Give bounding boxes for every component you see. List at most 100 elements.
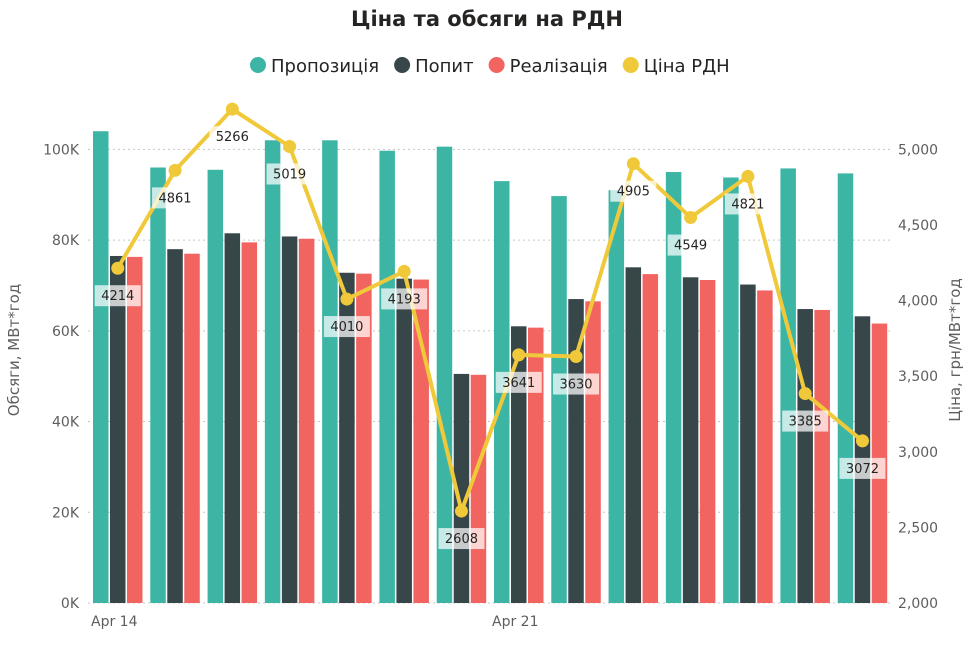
gridlines	[88, 148, 890, 604]
price-label-text: 4214	[101, 289, 134, 304]
price-label-text: 5266	[216, 130, 249, 145]
price-label-text: 4010	[330, 320, 363, 335]
price-label-text: 3630	[559, 378, 592, 393]
legend-item: Попит	[394, 56, 474, 77]
legend-label: Реалізація	[510, 56, 608, 77]
price-point	[626, 157, 640, 171]
right-axis-title: Ціна, грн/МВт*год	[946, 278, 964, 422]
bar-supply	[150, 167, 166, 603]
legend-item: Реалізація	[488, 56, 608, 77]
price-label: 3641	[495, 371, 542, 393]
price-label-background	[782, 410, 829, 432]
price-label-text: 3385	[789, 415, 822, 430]
price-label-text: 4193	[388, 292, 421, 307]
right-tick-label: 3,500	[898, 369, 938, 385]
price-data-labels: 4214 4861 5266 5019 4010 4193 2608 3641 3630 4905…	[94, 126, 886, 550]
left-tick-label: 80K	[52, 233, 80, 249]
price-label: 4214	[94, 285, 141, 307]
price-label-background	[724, 193, 771, 215]
price-label-background	[94, 285, 141, 307]
price-label: 4905	[610, 180, 657, 202]
bar-sales	[642, 274, 659, 603]
bar-sales	[356, 273, 372, 603]
right-tick-label: 2,000	[898, 596, 938, 612]
right-tick-label: 4,500	[898, 218, 938, 234]
price-point	[798, 387, 812, 401]
price-point	[454, 504, 468, 518]
price-label-background	[209, 126, 256, 148]
bar-sales	[241, 242, 258, 604]
legend-swatch	[250, 57, 266, 73]
price-label-text: 4861	[158, 191, 191, 206]
bar-demand	[281, 236, 298, 603]
price-label: 2608	[438, 528, 485, 550]
bar-sales	[298, 238, 315, 604]
bar-sales	[699, 280, 716, 603]
x-tick-label: Apr 14	[91, 614, 138, 630]
price-point	[512, 348, 526, 362]
bar-sales	[127, 256, 143, 603]
bar-supply	[93, 131, 109, 603]
right-tick-label: 2,500	[898, 520, 938, 536]
legend-label: Попит	[415, 56, 474, 77]
price-label-text: 3641	[502, 376, 535, 391]
bar-supply	[436, 146, 453, 603]
left-tick-label: 20K	[52, 505, 80, 521]
price-line	[111, 102, 869, 518]
legend-swatch	[488, 57, 505, 73]
bar-supply	[207, 169, 224, 603]
price-label-background	[152, 187, 199, 209]
price-label: 4821	[724, 193, 771, 215]
bar-supply	[780, 168, 796, 603]
price-label: 5019	[266, 163, 313, 185]
right-y-axis: 2,000 2,500 3,000 3,500 4,000 4,500 5,000	[898, 142, 938, 612]
bar-supply	[379, 150, 395, 603]
price-point	[741, 169, 755, 183]
right-tick-label: 4,000	[898, 294, 938, 310]
price-label: 3630	[553, 373, 600, 395]
left-tick-label: 100K	[43, 142, 80, 158]
chart-title: Ціна та обсяги на РДН	[351, 7, 623, 31]
bar-supply	[551, 196, 567, 603]
left-axis-title: Обсяги, МВт*год	[5, 284, 23, 416]
bar-demand	[740, 284, 756, 603]
left-y-axis: 0K 20K 40K 60K 80K 100K	[43, 142, 80, 612]
price-label-background	[266, 163, 313, 185]
price-point	[684, 211, 698, 225]
price-label-text: 2608	[445, 532, 478, 547]
price-label: 4549	[667, 234, 714, 256]
price-label-text: 4905	[617, 185, 650, 200]
price-point	[111, 261, 125, 275]
price-label-background	[438, 528, 485, 550]
price-label-background	[667, 234, 714, 256]
right-tick-label: 3,000	[898, 445, 938, 461]
price-point	[855, 434, 869, 448]
legend-item: Ціна РДН	[622, 56, 730, 77]
price-label: 4861	[152, 187, 199, 209]
bar-demand	[167, 249, 183, 603]
bar-supply	[608, 190, 625, 603]
price-label-background	[610, 180, 657, 202]
price-label-background	[323, 316, 370, 338]
left-tick-label: 0K	[61, 596, 80, 612]
price-label-background	[839, 457, 886, 479]
price-point	[225, 102, 239, 116]
price-label-text: 4821	[731, 197, 764, 212]
price-point	[168, 163, 182, 177]
bar-demand	[682, 277, 699, 603]
price-point	[397, 264, 411, 278]
legend-swatch	[622, 57, 639, 73]
bar-sales	[814, 309, 830, 603]
price-label: 4193	[381, 288, 428, 310]
price-label: 3385	[782, 410, 829, 432]
legend-label: Ціна РДН	[644, 56, 730, 77]
price-label-text: 4549	[674, 239, 707, 254]
legend: Пропозиція Попит Реалізація Ціна РДН	[250, 56, 730, 77]
bar-sales	[184, 253, 200, 603]
bar-sales	[528, 327, 544, 603]
x-tick-label: Apr 21	[492, 614, 538, 630]
x-axis: Apr 14 Apr 21	[91, 614, 538, 630]
price-label-background	[495, 371, 542, 393]
legend-swatch	[394, 57, 411, 73]
